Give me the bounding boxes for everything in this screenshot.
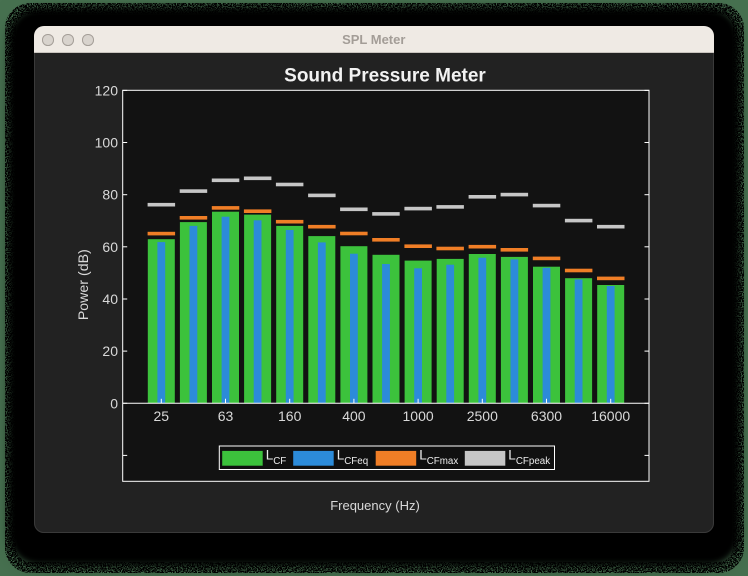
svg-text:0: 0	[110, 395, 118, 411]
svg-text:40: 40	[102, 291, 118, 307]
svg-text:6300: 6300	[531, 408, 562, 424]
svg-text:80: 80	[102, 187, 118, 203]
svg-text:1000: 1000	[403, 408, 434, 424]
svg-text:Power (dB): Power (dB)	[76, 249, 92, 320]
svg-text:16000: 16000	[591, 408, 630, 424]
svg-text:100: 100	[95, 135, 119, 151]
svg-text:60: 60	[102, 239, 118, 255]
svg-text:25: 25	[154, 408, 170, 424]
svg-text:20: 20	[102, 343, 118, 359]
svg-text:Frequency (Hz): Frequency (Hz)	[330, 498, 420, 513]
svg-text:63: 63	[218, 408, 234, 424]
svg-text:400: 400	[342, 408, 366, 424]
svg-text:2500: 2500	[467, 408, 498, 424]
svg-text:160: 160	[278, 408, 302, 424]
svg-text:Sound Pressure Meter: Sound Pressure Meter	[284, 66, 486, 87]
svg-text:120: 120	[95, 82, 119, 98]
